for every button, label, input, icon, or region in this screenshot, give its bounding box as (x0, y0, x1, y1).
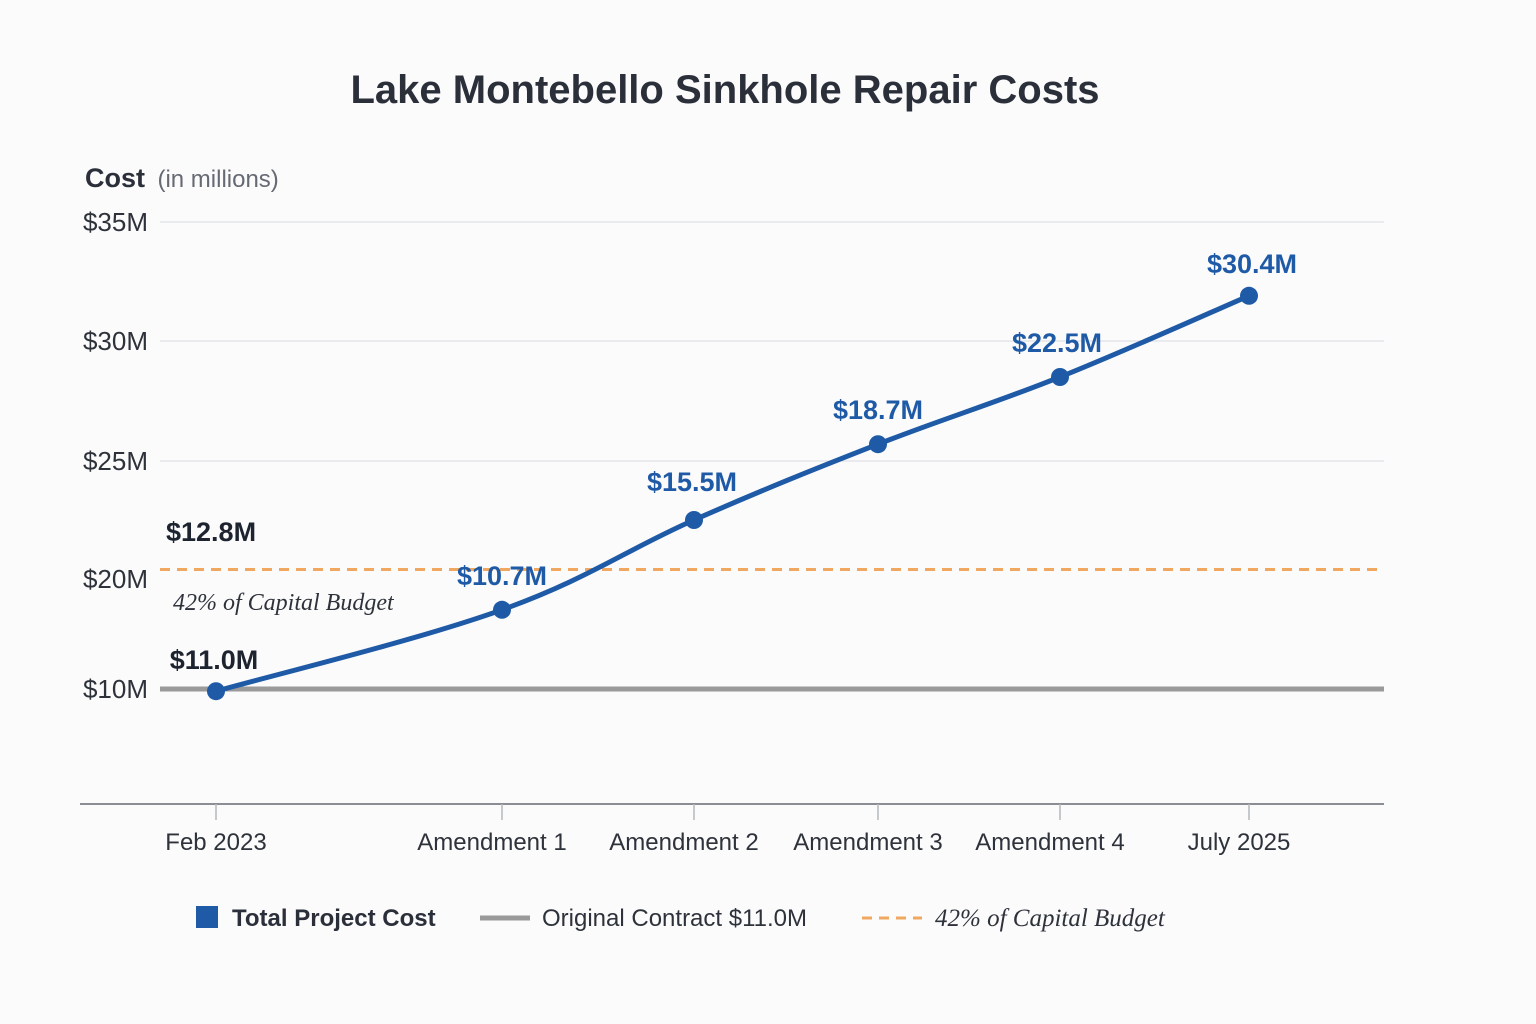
y-axis-unit: (in millions) (157, 166, 278, 193)
budget-value-annotation: $12.8M (166, 517, 256, 547)
y-axis-ticks: $10M $20M $25M $30M $35M (83, 207, 148, 704)
x-axis-ticks: Feb 2023 Amendment 1 Amendment 2 Amendment … (165, 804, 1290, 856)
data-point (1240, 286, 1258, 305)
data-point (869, 435, 887, 454)
legend-label-total-cost: Total Project Cost (232, 905, 436, 932)
data-point (685, 511, 703, 529)
x-tick-label: Amendment 2 (609, 829, 758, 856)
y-tick-label: $20M (83, 564, 148, 594)
y-tick-label: $10M (83, 674, 148, 704)
x-tick-label: Amendment 1 (417, 829, 566, 856)
chart-title: Lake Montebello Sinkhole Repair Costs (350, 68, 1099, 112)
y-tick-label: $25M (83, 446, 148, 476)
x-tick-label: Amendment 3 (793, 829, 942, 856)
series-line (213, 293, 1252, 694)
y-axis-label: Cost (85, 163, 145, 193)
data-label: $11.0M (170, 645, 259, 675)
y-axis-title: Cost (in millions) (85, 163, 279, 193)
data-label: $18.7M (833, 395, 923, 425)
gridlines (160, 221, 1384, 462)
x-tick-label: Feb 2023 (165, 829, 266, 856)
reference-lines (160, 568, 1384, 692)
x-tick-label: July 2025 (1188, 829, 1291, 856)
legend-swatch-total-cost (196, 906, 218, 928)
legend-label-capital-budget: 42% of Capital Budget (935, 905, 1166, 932)
data-label: $22.5M (1012, 328, 1102, 358)
series-total-project-cost: $11.0M $10.7M $15.5M $18.7M $22.5M $30.4M (170, 249, 1297, 701)
legend: Total Project Cost Original Contract $11… (196, 905, 1166, 932)
data-label: $15.5M (647, 467, 737, 497)
data-point (493, 600, 511, 619)
data-label: $10.7M (457, 561, 547, 591)
data-point (1051, 368, 1069, 386)
legend-label-original-contract: Original Contract $11.0M (542, 905, 807, 932)
y-tick-label: $30M (83, 326, 148, 356)
x-tick-label: Amendment 4 (975, 829, 1124, 856)
y-tick-label: $35M (83, 207, 148, 237)
data-label: $30.4M (1207, 249, 1297, 279)
budget-note-annotation: 42% of Capital Budget (173, 590, 395, 616)
data-point (207, 682, 225, 701)
